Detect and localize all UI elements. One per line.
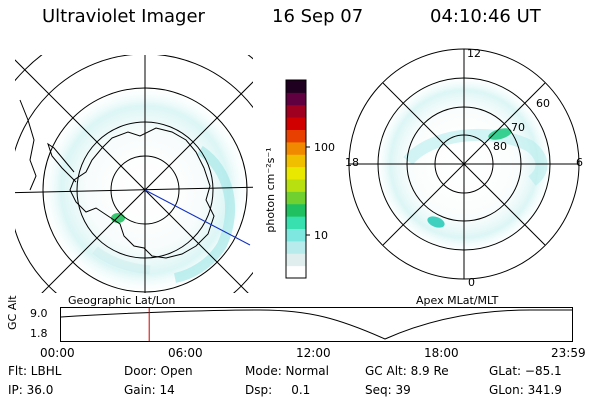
colorbar-stripe [286,166,306,180]
colorbar-stripe [286,228,306,242]
colorbar-stripe [286,240,306,254]
mlt-label-18: 18 [345,156,359,169]
status-mode: Mode: Normal [245,364,329,378]
altitude-plot [60,307,573,342]
colorbar: photon cm⁻²s⁻¹ [264,79,310,279]
colorbar-stripe [286,203,306,217]
colorbar-stripe [286,265,306,279]
colorbar-stripe [286,141,306,155]
image-date: 16 Sep 07 [272,6,364,27]
colorbar-stripe [286,253,306,267]
altitude-tick-bottom: 1.8 [30,327,48,340]
colorbar-stripe [286,92,306,106]
colorbar-stripe [286,179,306,192]
altitude-axis-label: GC Alt [6,295,19,330]
status-seq: Seq: 39 [365,383,411,397]
time-tick-0000: 00:00 [40,346,75,360]
instrument-title: Ultraviolet Imager [42,6,205,27]
mlt-label-0: 0 [468,276,475,289]
colorbar-stripe [286,80,306,93]
status-door: Door: Open [124,364,193,378]
colorbar-stripe [286,216,306,230]
colorbar-stripe [286,154,306,168]
time-tick-2359: 23:59 [551,346,586,360]
auroral-band [403,128,548,186]
peninsula-coastline [47,142,77,183]
status-dsp: Dsp: 0.1 [245,383,311,397]
geographic-image-panel [15,55,253,293]
auroral-spot-night [427,216,445,228]
altitude-plot-frame [60,307,573,342]
status-gain: Gain: 14 [124,383,175,397]
antarctica-coastline [69,127,215,259]
colorbar-unit-label: photon cm⁻²s⁻¹ [264,147,277,232]
mlt-image-panel [348,48,580,280]
image-time: 04:10:46 UT [430,6,541,27]
auroral-band [173,145,236,283]
colorbar-stripe [286,104,306,118]
meridian-line [15,186,253,194]
altitude-tick-top: 9.0 [30,307,48,320]
mlat-label-70: 70 [511,121,525,134]
status-glat: GLat: −85.1 [489,364,562,378]
colorbar-frame [285,79,307,279]
colorbar-stripe [286,117,306,131]
time-tick-1200: 12:00 [296,346,331,360]
mlt-line [382,82,546,246]
colorbar-stripe [286,191,306,205]
colorbar-tick-label-100: 100 [314,141,335,154]
colorbar-tick-label-10: 10 [314,229,328,242]
altitude-curve [60,309,572,340]
status-filter: Flt: LBHL [8,364,62,378]
mlat-label-80: 80 [493,140,507,153]
geographic-caption: Geographic Lat/Lon [68,294,176,307]
mlt-label-6: 6 [576,156,583,169]
south-america-coastline [19,99,37,191]
status-ip: IP: 36.0 [8,383,54,397]
time-tick-1800: 18:00 [424,346,459,360]
status-gc-alt: GC Alt: 8.9 Re [365,364,449,378]
status-glon: GLon: 341.9 [489,383,562,397]
mlat-label-60: 60 [536,97,550,110]
colorbar-stripe [286,129,306,143]
sun-direction-line [144,189,251,246]
mlt-caption: Apex MLat/MLT [416,294,499,307]
auroral-spot-dayside [488,128,512,140]
time-tick-0600: 06:00 [168,346,203,360]
mlt-label-12: 12 [467,47,481,60]
